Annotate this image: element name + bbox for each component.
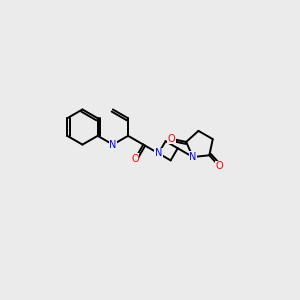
Text: N: N — [109, 140, 117, 150]
Text: O: O — [131, 154, 139, 164]
Text: N: N — [189, 152, 197, 162]
Text: O: O — [215, 161, 223, 171]
Text: O: O — [168, 134, 176, 144]
Text: N: N — [155, 148, 162, 158]
